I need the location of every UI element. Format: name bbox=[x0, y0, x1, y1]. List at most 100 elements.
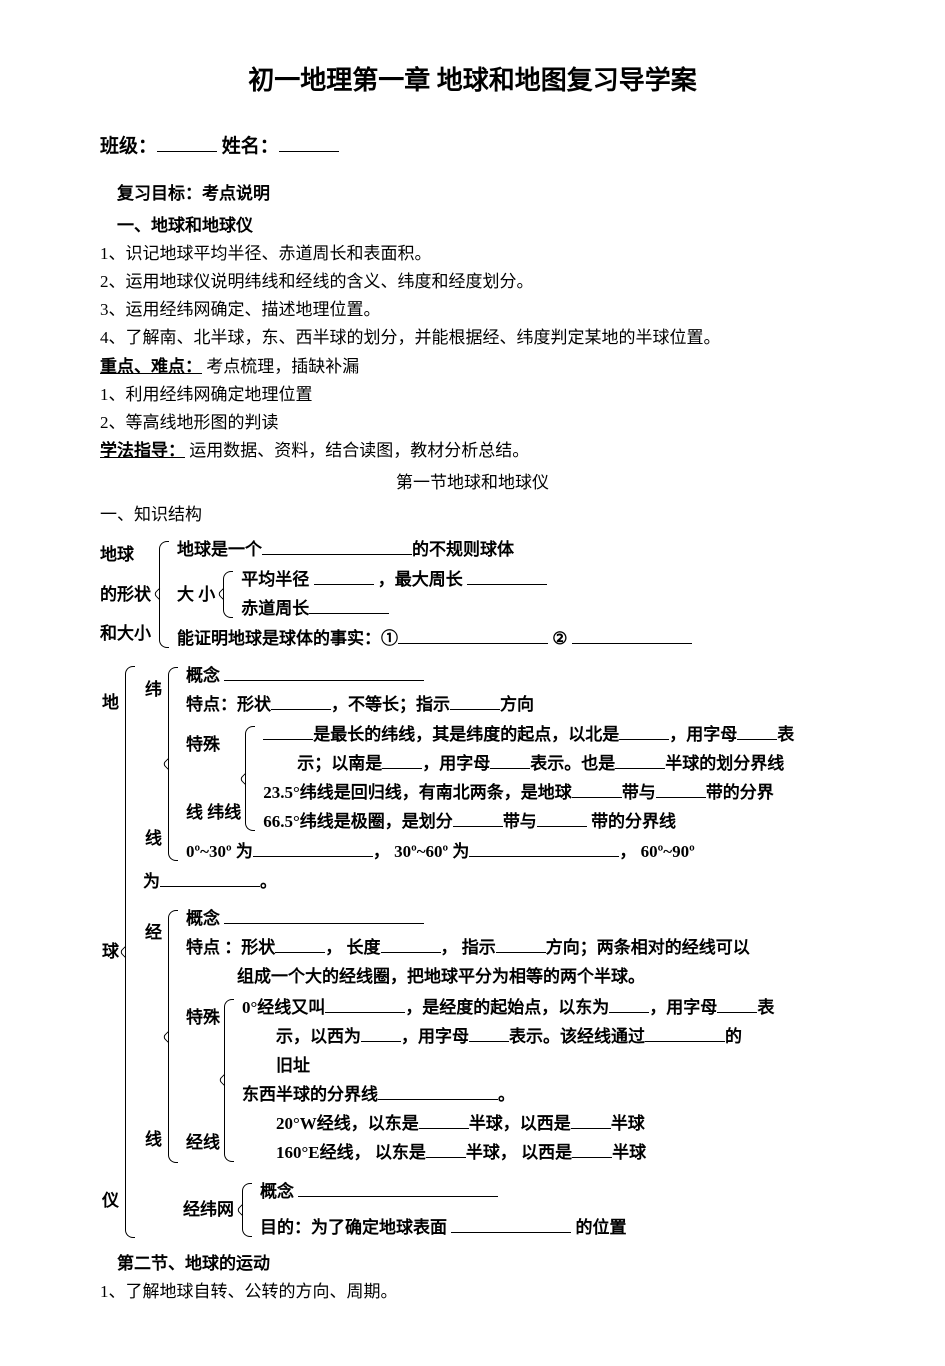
blank-js3a[interactable] bbox=[426, 1140, 466, 1158]
blank-ws2a[interactable] bbox=[572, 780, 622, 798]
blank-wr1[interactable] bbox=[253, 839, 373, 857]
blank-maxcirc[interactable] bbox=[467, 567, 547, 585]
class-blank[interactable] bbox=[157, 132, 217, 152]
blank-js2a[interactable] bbox=[419, 1111, 469, 1129]
blank-ws1f[interactable] bbox=[615, 751, 665, 769]
brace-1 bbox=[155, 535, 173, 654]
blank-js3b[interactable] bbox=[572, 1140, 612, 1158]
wei-range-cont: 为。 bbox=[143, 868, 845, 896]
txt-evidence: 能证明地球是球体的事实：① bbox=[177, 629, 398, 648]
goal-4: 4、了解南、北半球，东、西半球的划分，并能根据经、纬度判定某地的半球位置。 bbox=[100, 324, 845, 352]
txt-gp2: 的位置 bbox=[576, 1218, 627, 1237]
blank-ws1d[interactable] bbox=[382, 751, 422, 769]
txt-jew: 东西半球的分界线 bbox=[242, 1085, 378, 1104]
lbl-di: 地 bbox=[102, 690, 119, 716]
txt-js1h: 的 bbox=[725, 1027, 742, 1046]
blank-wf-shape[interactable] bbox=[271, 692, 331, 710]
txt-sphere2: 的不规则球体 bbox=[412, 540, 514, 559]
txt-js3b: 半球， 以西是 bbox=[466, 1143, 572, 1162]
txt-wr3: ， 60º~90º bbox=[619, 842, 694, 861]
blank-js1b[interactable] bbox=[609, 995, 649, 1013]
kp2: 2、等高线地形图的判读 bbox=[100, 409, 845, 437]
brace-jing bbox=[164, 904, 182, 1168]
brace-wei bbox=[164, 661, 182, 867]
txt-js1f: ，用字母 bbox=[401, 1027, 469, 1046]
blank-jing-concept[interactable] bbox=[224, 906, 424, 924]
blank-ev1[interactable] bbox=[398, 626, 548, 644]
txt-radius2: ，最大周长 bbox=[378, 570, 463, 589]
line-equator: 赤道周长 bbox=[241, 595, 845, 623]
wei-s2: 23.5°纬线是回归线，有南北两条，是地球带与带的分界 bbox=[263, 779, 845, 807]
blank-wr2[interactable] bbox=[469, 839, 619, 857]
blank-sphere[interactable] bbox=[262, 537, 412, 555]
txt-wr2: ， 30º~60º 为 bbox=[373, 842, 470, 861]
txt-wr1: 0º~30º 为 bbox=[186, 842, 253, 861]
lbl-jing: 经 bbox=[145, 920, 162, 946]
goal-3: 3、运用经纬网确定、描述地理位置。 bbox=[100, 296, 845, 324]
label-size: 大 小 bbox=[177, 565, 219, 624]
jing-feature: 特点 ：形状， 长度， 指示方向；两条相对的经线可以 bbox=[186, 934, 845, 962]
txt-js1d: 表 bbox=[757, 998, 774, 1017]
blank-ws1a[interactable] bbox=[263, 722, 313, 740]
brace-jing-special bbox=[220, 993, 238, 1168]
blank-js1g[interactable] bbox=[645, 1024, 725, 1042]
blank-jf2[interactable] bbox=[381, 935, 441, 953]
txt-ws1f: 表示。也是 bbox=[530, 754, 615, 773]
txt-gc: 概念 bbox=[260, 1182, 294, 1201]
txt-js2b: 半球，以西是 bbox=[469, 1114, 571, 1133]
blank-jf3[interactable] bbox=[496, 935, 546, 953]
blank-ws1c[interactable] bbox=[737, 722, 777, 740]
txt-equator: 赤道周长 bbox=[241, 599, 309, 618]
goal-2: 2、运用地球仪说明纬线和经线的含义、纬度和经度划分。 bbox=[100, 268, 845, 296]
txt-ws1c: 表 bbox=[777, 725, 794, 744]
goal-1: 1、识记地球平均半径、赤道周长和表面积。 bbox=[100, 240, 845, 268]
blank-ws1e[interactable] bbox=[490, 751, 530, 769]
label-jing-special: 特殊 经线 bbox=[186, 993, 220, 1168]
blank-js1f[interactable] bbox=[469, 1024, 509, 1042]
blank-ws3a[interactable] bbox=[453, 809, 503, 827]
keypoint-text: 考点梳理，插缺补漏 bbox=[206, 357, 359, 376]
grid-section: 经纬网 概念 目的：为了确定地球表面 的位置 bbox=[183, 1177, 845, 1243]
blank-ws2b[interactable] bbox=[656, 780, 706, 798]
label-wei-special: 特殊 线 纬线 bbox=[186, 720, 241, 837]
txt-ws1d: 示；以南是 bbox=[297, 754, 382, 773]
blank-js2b[interactable] bbox=[571, 1111, 611, 1129]
name-blank[interactable] bbox=[279, 132, 339, 152]
wei-section: 纬 线 概念 特点：形状，不等长；指示方向 特殊 线 纬线 bbox=[143, 661, 845, 867]
method-line: 学法指导： 运用数据、资料，结合读图，教材分析总结。 bbox=[100, 437, 845, 465]
blank-wr3[interactable] bbox=[160, 869, 260, 887]
txt-wf2: ，不等长；指示 bbox=[331, 695, 450, 714]
blank-equator[interactable] bbox=[309, 596, 389, 614]
brace-wei-special bbox=[241, 720, 259, 837]
sec2-head: 第二节、地球的运动 bbox=[100, 1250, 845, 1278]
grid-concept: 概念 bbox=[260, 1178, 845, 1206]
txt-js2c: 半球 bbox=[611, 1114, 645, 1133]
txt-js1e: 示，以西为 bbox=[276, 1027, 361, 1046]
blank-ws1b[interactable] bbox=[619, 722, 669, 740]
txt-js3c: 半球 bbox=[612, 1143, 646, 1162]
blank-jf1[interactable] bbox=[275, 935, 325, 953]
tree-shape-size: 地球 的形状 和大小 地球是一个的不规则球体 大 小 平均半径 ，最大周长 赤道… bbox=[100, 535, 845, 654]
blank-js1a[interactable] bbox=[325, 995, 405, 1013]
blank-gc[interactable] bbox=[298, 1179, 498, 1197]
jing-ew: 东西半球的分界线。 bbox=[242, 1081, 845, 1109]
txt-wf3: 方向 bbox=[500, 695, 534, 714]
blank-wf-dir[interactable] bbox=[450, 692, 500, 710]
line-radius: 平均半径 ，最大周长 bbox=[241, 566, 845, 594]
blank-ev2[interactable] bbox=[572, 626, 692, 644]
blank-js1c[interactable] bbox=[717, 995, 757, 1013]
wei-feature: 特点：形状，不等长；指示方向 bbox=[186, 691, 845, 719]
struct-head: 一、知识结构 bbox=[100, 501, 845, 529]
txt-radius: 平均半径 bbox=[241, 570, 309, 589]
txt-concept1: 概念 bbox=[186, 666, 220, 685]
jing-s1-cont2: 旧址 bbox=[242, 1052, 845, 1080]
blank-wei-concept[interactable] bbox=[224, 663, 424, 681]
blank-ws3b[interactable] bbox=[537, 809, 587, 827]
blank-jew[interactable] bbox=[378, 1082, 498, 1100]
jing-feature-cont: 组成一个大的经线圈，把地球平分为相等的两个半球。 bbox=[186, 963, 845, 991]
txt-ws3a: 66.5°纬线是极圈，是划分 bbox=[263, 812, 453, 831]
blank-radius[interactable] bbox=[314, 567, 374, 585]
blank-gp[interactable] bbox=[451, 1215, 571, 1233]
blank-js1e[interactable] bbox=[361, 1024, 401, 1042]
txt-circ2: ② bbox=[552, 629, 567, 648]
